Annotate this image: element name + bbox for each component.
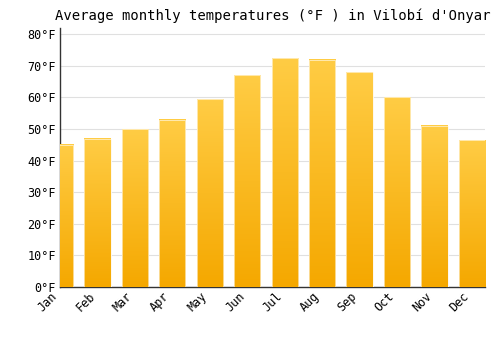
Bar: [84, 139, 110, 287]
Bar: [122, 129, 148, 287]
Bar: [234, 75, 260, 287]
Bar: [234, 75, 260, 287]
Bar: [47, 145, 73, 287]
Bar: [196, 99, 223, 287]
Bar: [309, 60, 335, 287]
Bar: [196, 99, 223, 287]
Bar: [459, 140, 485, 287]
Bar: [272, 58, 298, 287]
Bar: [159, 120, 186, 287]
Bar: [84, 139, 110, 287]
Bar: [159, 120, 186, 287]
Bar: [346, 72, 372, 287]
Bar: [422, 126, 448, 287]
Bar: [272, 58, 298, 287]
Bar: [309, 60, 335, 287]
Bar: [384, 98, 410, 287]
Bar: [422, 126, 448, 287]
Bar: [384, 98, 410, 287]
Bar: [346, 72, 372, 287]
Title: Average monthly temperatures (°F ) in Vilobí d'Onyar: Average monthly temperatures (°F ) in Vi…: [55, 8, 490, 23]
Bar: [47, 145, 73, 287]
Bar: [122, 129, 148, 287]
Bar: [459, 140, 485, 287]
